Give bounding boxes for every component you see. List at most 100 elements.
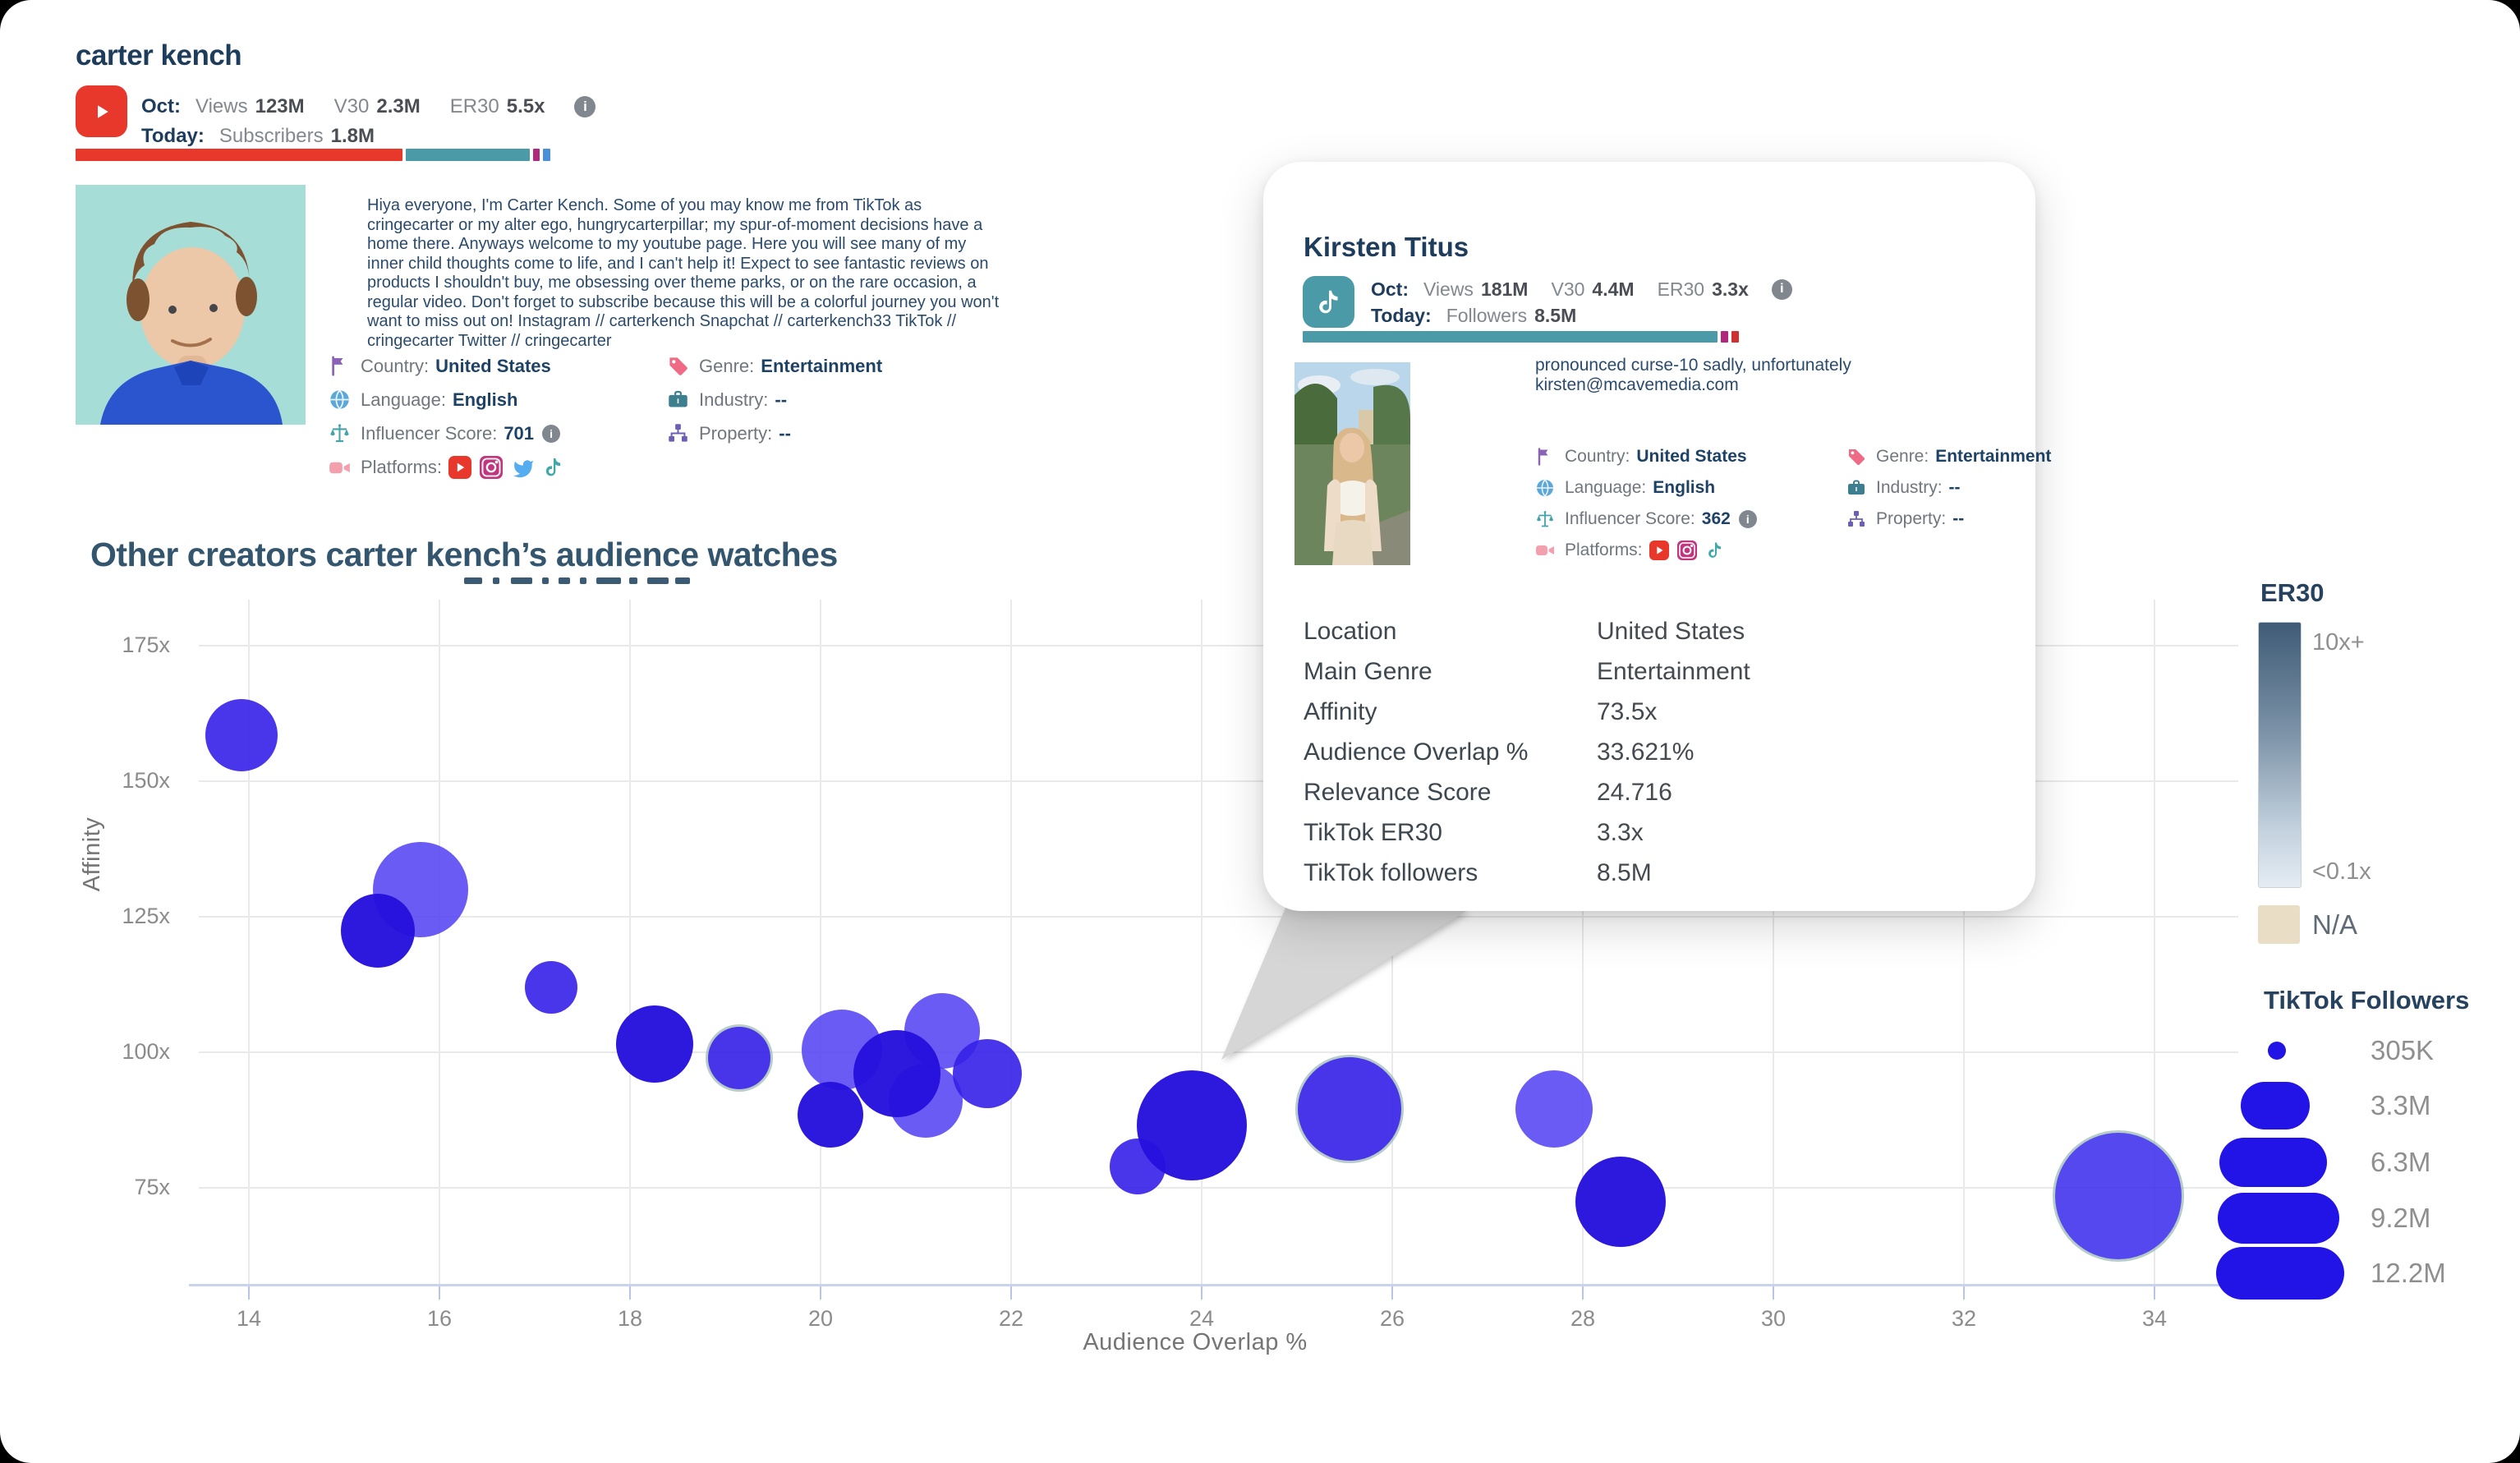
- chart-bubble[interactable]: [205, 698, 278, 771]
- bar-segment: [1303, 331, 1718, 343]
- detail-row-genre: Genre: Entertainment: [1846, 447, 2051, 467]
- info-icon[interactable]: i: [574, 96, 596, 117]
- stat-period: Today:: [1371, 304, 1432, 326]
- stat-period: Oct:: [1371, 278, 1409, 300]
- creator-details-left: Country: United States Language: English Inf…: [329, 355, 573, 479]
- creator-name: carter kench: [76, 39, 242, 71]
- x-axis-tick: [1773, 1284, 1774, 1300]
- x-axis-tick: [248, 1284, 250, 1300]
- clipped-text-mark: [647, 577, 669, 584]
- detail-label: Industry:: [1876, 478, 1943, 497]
- x-axis-tick-label: 26: [1379, 1306, 1405, 1331]
- bar-segment: [76, 149, 402, 161]
- er30-legend-title: ER30: [2260, 578, 2325, 607]
- clipped-text-mark: [596, 577, 621, 584]
- table-row-label: Affinity: [1304, 697, 1377, 725]
- chart-bubble[interactable]: [340, 893, 415, 968]
- info-icon[interactable]: i: [1738, 510, 1757, 528]
- sitemap-icon: [1846, 509, 1866, 529]
- detail-value: English: [453, 389, 518, 410]
- stat-er30: ER30 5.5x: [449, 95, 545, 117]
- tag-icon: [667, 355, 689, 377]
- clipped-text-marks: [0, 577, 739, 586]
- x-axis-tick: [1010, 1284, 1012, 1300]
- detail-label: Country:: [1565, 447, 1630, 466]
- detail-row-industry: Industry: --: [667, 389, 882, 411]
- tooltip-details-left: Country: United States Language: English Inf…: [1535, 447, 1757, 560]
- table-row: Main Genre Entertainment: [1304, 651, 2010, 692]
- detail-label: Platforms:: [361, 457, 443, 477]
- info-icon[interactable]: i: [1771, 278, 1792, 300]
- clipped-text-mark: [464, 577, 482, 584]
- creator-tooltip-card: Kirsten Titus Oct: Views 181M V30 4.4M ER3…: [1263, 162, 2051, 911]
- detail-value: English: [1653, 478, 1716, 497]
- detail-row-property: Property: --: [1846, 509, 2051, 529]
- instagram-icon[interactable]: [480, 456, 504, 479]
- detail-row-platforms: Platforms:: [1535, 541, 1757, 560]
- table-row-label: TikTok ER30: [1304, 818, 1442, 846]
- detail-value: United States: [435, 355, 551, 376]
- tooltip-metrics-table: Location United States Main Genre Entertain…: [1304, 611, 2010, 893]
- clipped-text-mark: [580, 577, 586, 584]
- sitemap-icon: [667, 422, 689, 444]
- table-row-value: 24.716: [1597, 778, 1672, 806]
- tiktok-icon[interactable]: [1705, 541, 1725, 560]
- chart-bubble[interactable]: [524, 960, 577, 1014]
- bar-segment: [406, 149, 530, 161]
- chart-bubble[interactable]: [1515, 1070, 1593, 1148]
- x-axis-tick: [629, 1284, 631, 1300]
- tooltip-creator-bio: pronounced curse-10 sadly, unfortunately…: [1535, 356, 1851, 394]
- youtube-icon[interactable]: [448, 456, 472, 479]
- chart-bubble[interactable]: [853, 1030, 940, 1118]
- table-row-value: Entertainment: [1597, 657, 1750, 685]
- gridline-vertical: [248, 600, 250, 1284]
- x-axis-tick: [1201, 1284, 1203, 1300]
- y-axis-title: Affinity: [79, 817, 105, 892]
- globe-icon: [329, 389, 351, 411]
- creator-avatar: [76, 185, 306, 425]
- size-legend-bubble: [2241, 1082, 2310, 1129]
- table-row-label: TikTok followers: [1304, 858, 1478, 886]
- chart-bubble[interactable]: [797, 1081, 863, 1148]
- chart-bubble[interactable]: [953, 1039, 1022, 1109]
- stat-subscribers: Subscribers 1.8M: [218, 125, 375, 147]
- briefcase-icon: [1846, 478, 1866, 498]
- clipped-text-mark: [629, 577, 637, 584]
- play-icon: [97, 104, 108, 118]
- camera-icon: [329, 457, 351, 479]
- gridline-horizontal: [199, 645, 2238, 646]
- table-row-value: United States: [1597, 617, 1745, 645]
- bar-segment: [1721, 331, 1728, 343]
- detail-label: Influencer Score:: [1565, 509, 1695, 528]
- scales-icon: [329, 422, 351, 444]
- table-row-value: 33.621%: [1597, 738, 1695, 766]
- x-axis-title: Audience Overlap %: [1083, 1329, 1308, 1355]
- flag-icon: [1535, 447, 1555, 467]
- tooltip-creator-name: Kirsten Titus: [1304, 232, 1469, 262]
- chart-bubble[interactable]: [1575, 1156, 1667, 1247]
- table-row-label: Audience Overlap %: [1304, 738, 1529, 766]
- x-axis-tick-label: 24: [1189, 1306, 1215, 1331]
- gridline-horizontal: [199, 780, 2238, 782]
- tiktok-icon[interactable]: [542, 456, 565, 479]
- creator-details-right: Genre: Entertainment Industry: -- Property: -…: [667, 355, 882, 444]
- detail-row-language: Language: English: [1535, 478, 1757, 498]
- globe-icon: [1535, 478, 1555, 498]
- instagram-icon[interactable]: [1676, 541, 1697, 560]
- stat-v30: V30 2.3M: [333, 95, 421, 117]
- info-icon[interactable]: i: [542, 424, 561, 443]
- chart-bubble[interactable]: [708, 1026, 771, 1089]
- chart-bubble[interactable]: [1297, 1057, 1401, 1162]
- detail-value: Entertainment: [1935, 447, 2052, 466]
- table-row-value: 3.3x: [1597, 818, 1644, 846]
- bar-segment: [533, 149, 540, 161]
- chart-bubble-selected[interactable]: [2054, 1132, 2182, 1259]
- camera-icon: [1535, 541, 1555, 560]
- chart-bubble[interactable]: [1137, 1070, 1248, 1181]
- stat-period: Oct:: [141, 95, 181, 117]
- size-legend-label: 305K: [2371, 1035, 2435, 1065]
- youtube-icon[interactable]: [1649, 541, 1669, 560]
- chart-bubble[interactable]: [616, 1005, 694, 1083]
- detail-label: Language:: [1565, 478, 1647, 497]
- twitter-icon[interactable]: [511, 456, 534, 479]
